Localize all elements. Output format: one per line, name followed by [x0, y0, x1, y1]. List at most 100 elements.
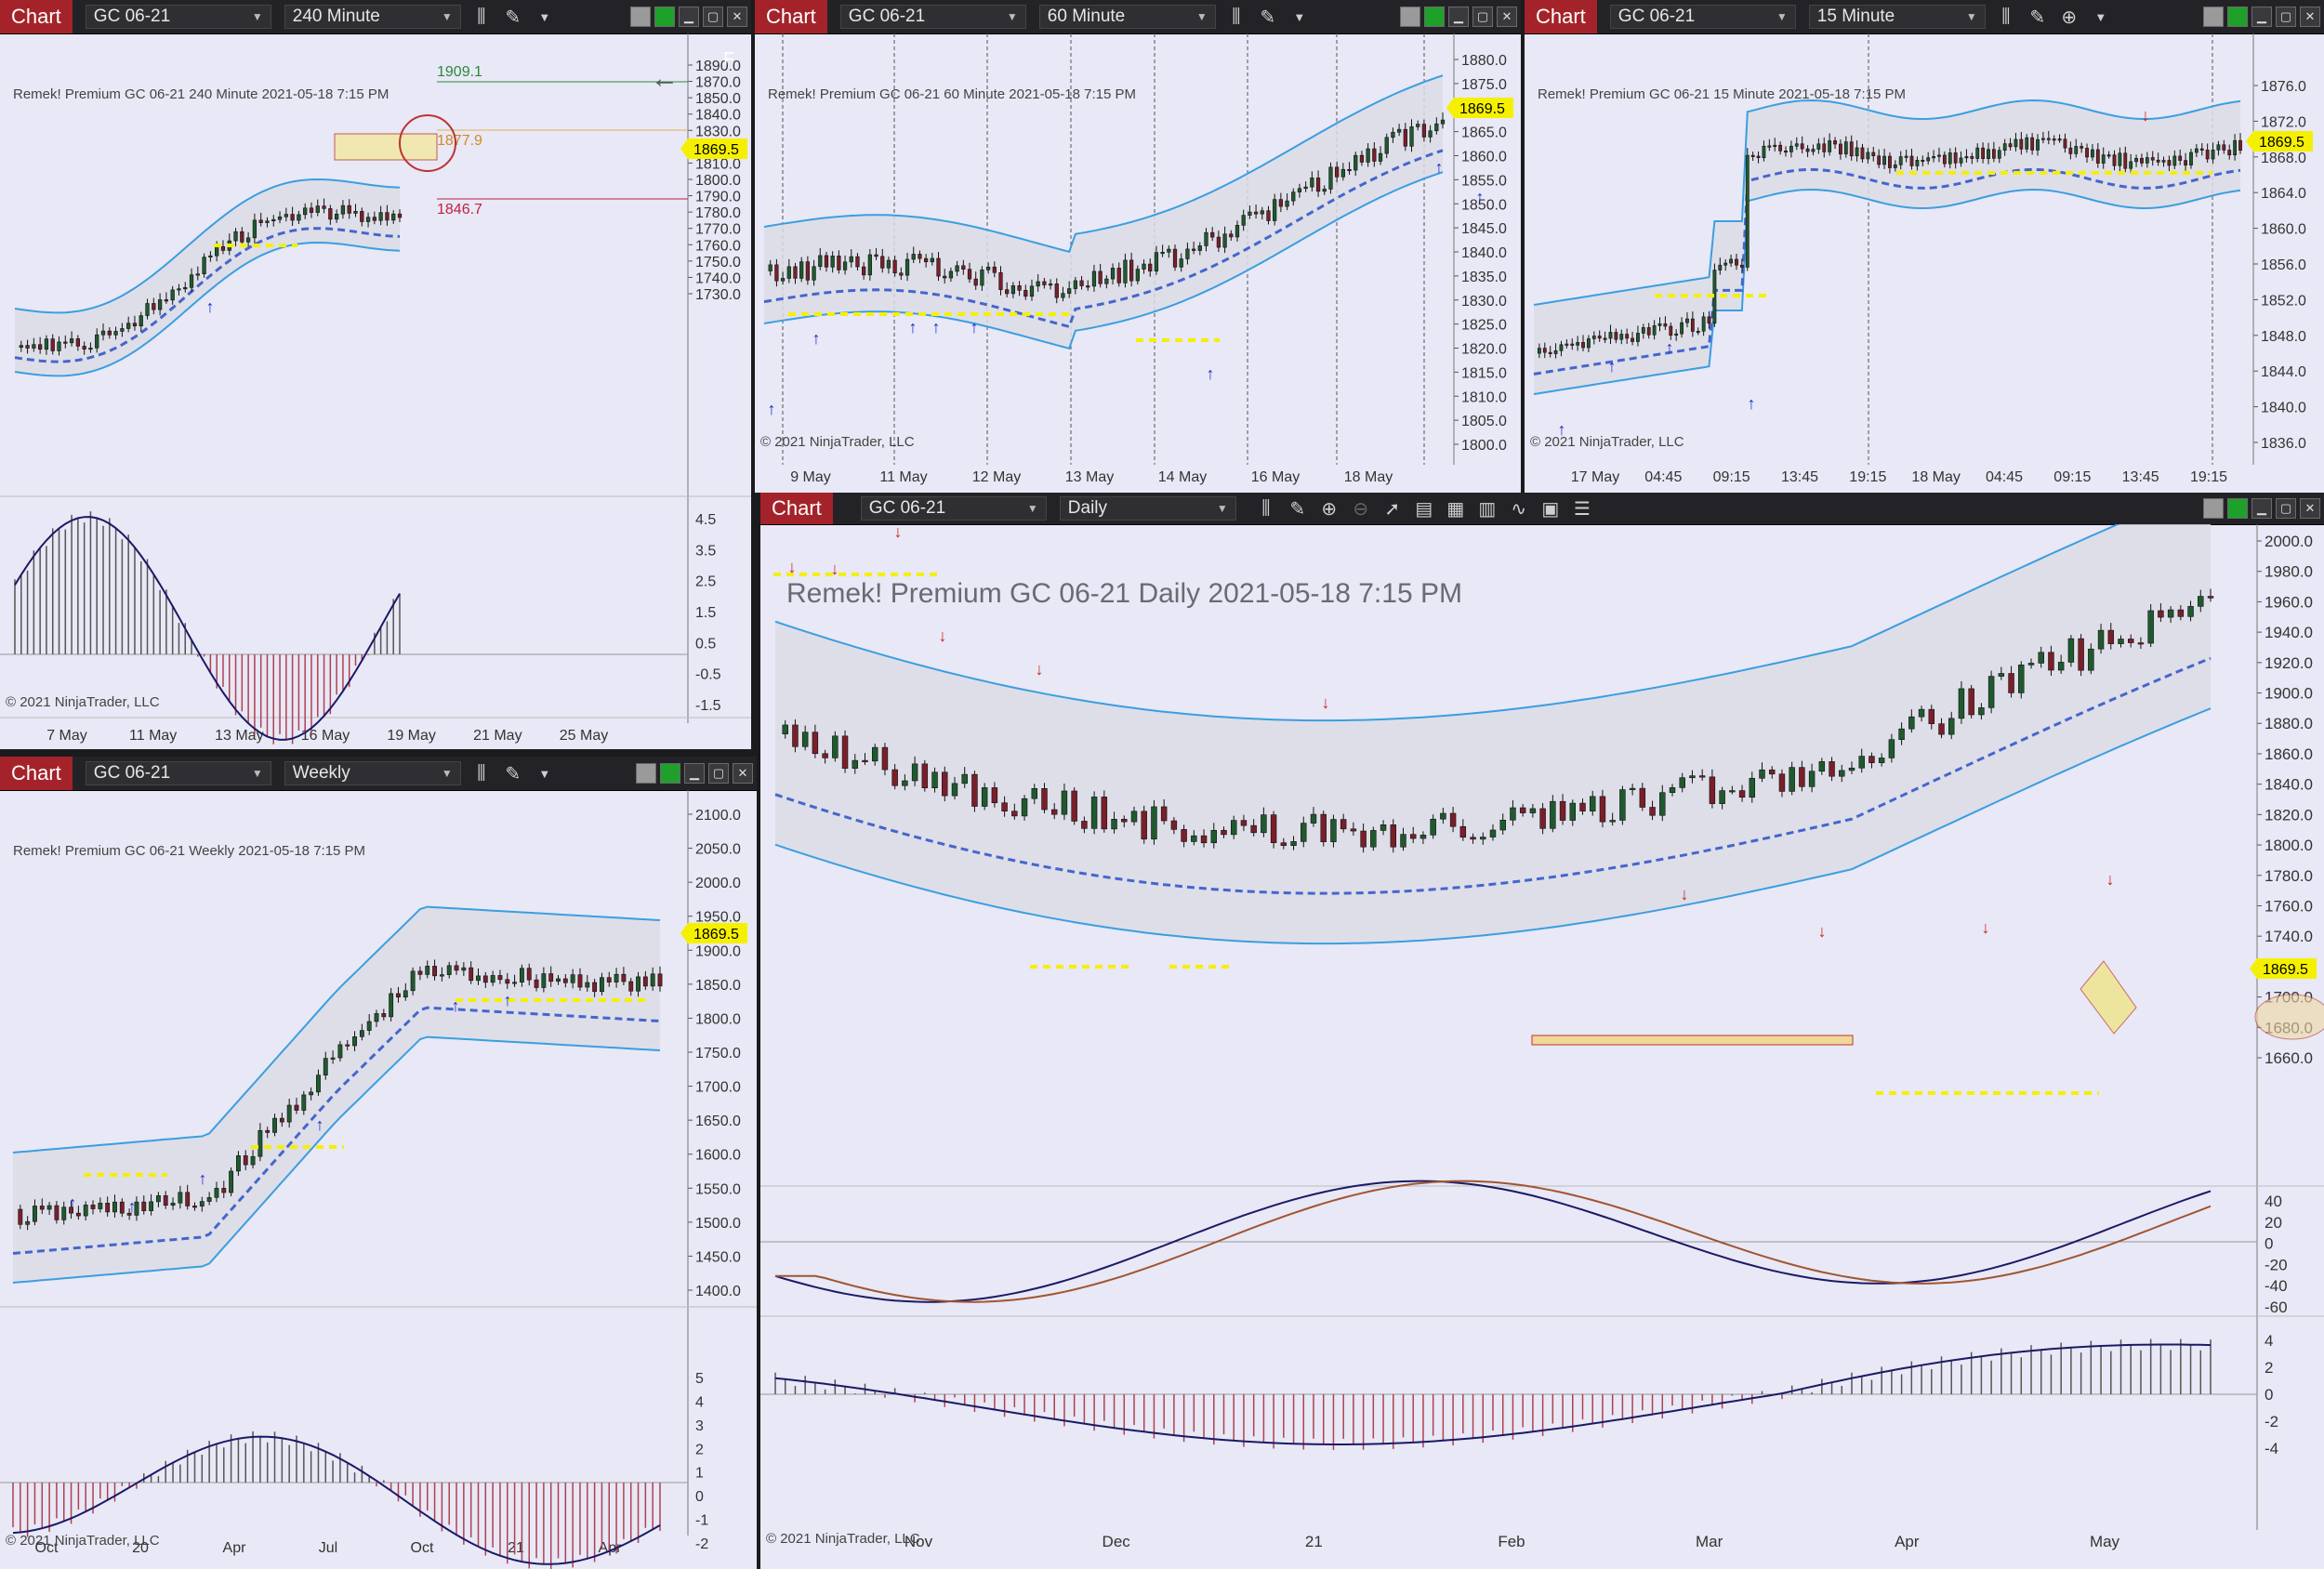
candle-body	[961, 265, 966, 270]
close-button[interactable]: ✕	[733, 763, 753, 784]
pointer-icon[interactable]: ➚	[1384, 498, 1401, 520]
minimize-button[interactable]: ▁	[679, 7, 699, 27]
instrument-selector[interactable]: GC 06-21 ▼	[839, 5, 1026, 29]
minimize-button[interactable]: ▁	[2251, 498, 2272, 519]
interval-selector[interactable]: 15 Minute ▼	[1808, 5, 1986, 29]
dropdown-icon[interactable]: ▼	[2094, 9, 2107, 24]
last-price-label: 1869.5	[1459, 101, 1505, 117]
list-icon[interactable]: ☰	[1573, 498, 1591, 520]
link-button[interactable]	[1400, 7, 1420, 27]
chart-canvas[interactable]: 2000.0 1980.0 1960.0 1940.0 1920.0 1900.0 1880…	[760, 524, 2324, 1569]
bar-style-icon[interactable]: ⫼	[477, 6, 486, 27]
candle-body	[832, 735, 838, 758]
minimize-button[interactable]: ▁	[2251, 7, 2272, 27]
candle-body	[1241, 215, 1246, 226]
interval-selector[interactable]: Weekly ▼	[284, 761, 461, 785]
indicator-header: Remek! Premium GC 06-21 240 Minute 2021-…	[13, 86, 389, 102]
properties-icon[interactable]: ▤	[1415, 498, 1433, 520]
sell-signal-arrow: ↓	[1982, 918, 1990, 937]
candle-body	[236, 1155, 241, 1172]
maximize-button[interactable]: ▢	[2276, 7, 2296, 27]
price-tick-label: 1855.0	[1461, 173, 1507, 189]
interval-selector[interactable]: 240 Minute ▼	[284, 5, 461, 29]
oscillator-tick-label: -40	[2265, 1277, 2288, 1295]
date-tick-label: Dec	[1103, 1533, 1131, 1550]
link-green-button[interactable]	[2227, 7, 2248, 27]
dropdown-icon[interactable]: ▼	[538, 766, 551, 781]
upper-band-line	[774, 524, 2120, 722]
zoom-in-icon[interactable]: ⊕	[1321, 498, 1338, 520]
maximize-button[interactable]: ▢	[1472, 7, 1493, 27]
candle-body	[1738, 790, 1746, 798]
instrument-selector[interactable]: GC 06-21 ▼	[860, 496, 1047, 521]
maximize-button[interactable]: ▢	[708, 763, 729, 784]
close-button[interactable]: ✕	[727, 7, 747, 27]
chart-window-240min: Chart GC 06-21 ▼ 240 Minute ▼ ⫼ ✎ ▼ ▁ ▢ ✕ …	[0, 0, 751, 749]
zoom-out-icon[interactable]: ⊖	[1353, 498, 1369, 520]
candle-body	[1370, 830, 1377, 848]
drawing-tool-icon[interactable]: ✎	[1260, 7, 1276, 28]
instrument-selector[interactable]: GC 06-21 ▼	[85, 5, 271, 29]
bar-style-icon[interactable]: ⫼	[1261, 497, 1271, 519]
price-tick-label: 1500.0	[695, 1216, 741, 1232]
link-button[interactable]	[2203, 7, 2224, 27]
link-green-button[interactable]	[654, 7, 675, 27]
templates-icon[interactable]: ▣	[1541, 498, 1560, 520]
candle-body	[1322, 189, 1327, 192]
minimize-button[interactable]: ▁	[684, 763, 705, 784]
chart-tab[interactable]: Chart	[760, 493, 833, 524]
oscillator-tick-label: -0.5	[695, 667, 721, 683]
candle-body	[337, 1044, 343, 1059]
interval-selector[interactable]: Daily ▼	[1059, 496, 1236, 521]
data-box-icon[interactable]: ▦	[1446, 498, 1465, 520]
candle-body	[1652, 325, 1657, 336]
chart-canvas[interactable]: 1890.01870.01850.01840.01830.01820.01810…	[0, 33, 751, 749]
link-green-button[interactable]	[1424, 7, 1445, 27]
price-tick-label: 1810.0	[695, 156, 741, 172]
interval-selector[interactable]: 60 Minute ▼	[1038, 5, 1216, 29]
chart-tab[interactable]: Chart	[0, 0, 73, 33]
strategies-icon[interactable]: ∿	[1511, 498, 1527, 520]
candle-body	[183, 287, 188, 290]
chart-canvas[interactable]: 1880.01875.01870.01865.01860.01855.01850…	[755, 33, 1521, 493]
dropdown-icon[interactable]: ▼	[1293, 9, 1306, 24]
candle-body	[1510, 807, 1516, 821]
close-button[interactable]: ✕	[2300, 7, 2320, 27]
candle-body	[1893, 164, 1897, 168]
chart-canvas[interactable]: 2100.0 2050.0 2000.0 1950.0 1900.0 1850.0 1800…	[0, 790, 757, 1569]
zoom-in-icon[interactable]: ⊕	[2061, 7, 2078, 28]
candle-body	[1197, 245, 1202, 251]
chart-tab[interactable]: Chart	[1525, 0, 1597, 33]
bar-style-icon[interactable]: ⫼	[2001, 6, 2011, 27]
oscillator-tick-label: 0	[695, 1489, 704, 1505]
drawing-tool-icon[interactable]: ✎	[1289, 498, 1306, 520]
instrument-selector[interactable]: GC 06-21 ▼	[1609, 5, 1796, 29]
candle-body	[50, 338, 55, 351]
maximize-button[interactable]: ▢	[2276, 498, 2296, 519]
candle-body	[1291, 191, 1296, 202]
dropdown-icon[interactable]: ▼	[538, 9, 551, 24]
bar-style-icon[interactable]: ⫼	[477, 762, 486, 784]
candle-body	[2074, 146, 2079, 154]
chart-tab[interactable]: Chart	[0, 757, 73, 790]
date-tick-label: 13:45	[1781, 469, 1818, 485]
link-green-button[interactable]	[2227, 498, 2248, 519]
close-button[interactable]: ✕	[2300, 498, 2320, 519]
chart-canvas[interactable]: 1876.0 1872.0 1868.0 1864.0 1860.0 1856.0 1852…	[1525, 33, 2324, 493]
indicators-icon[interactable]: ▥	[1478, 498, 1497, 520]
candle-body	[134, 1201, 139, 1216]
drawing-tool-icon[interactable]: ✎	[505, 763, 522, 784]
instrument-selector[interactable]: GC 06-21 ▼	[85, 761, 271, 785]
chart-tab[interactable]: Chart	[755, 0, 827, 33]
close-button[interactable]: ✕	[1497, 7, 1517, 27]
link-button[interactable]	[2203, 498, 2224, 519]
bar-style-icon[interactable]: ⫼	[1232, 6, 1241, 27]
date-tick-label: 20	[132, 1540, 149, 1556]
minimize-button[interactable]: ▁	[1448, 7, 1469, 27]
drawing-tool-icon[interactable]: ✎	[505, 7, 522, 28]
drawing-tool-icon[interactable]: ✎	[2029, 7, 2046, 28]
link-green-button[interactable]	[660, 763, 680, 784]
link-button[interactable]	[636, 763, 656, 784]
maximize-button[interactable]: ▢	[703, 7, 723, 27]
link-button[interactable]	[630, 7, 651, 27]
